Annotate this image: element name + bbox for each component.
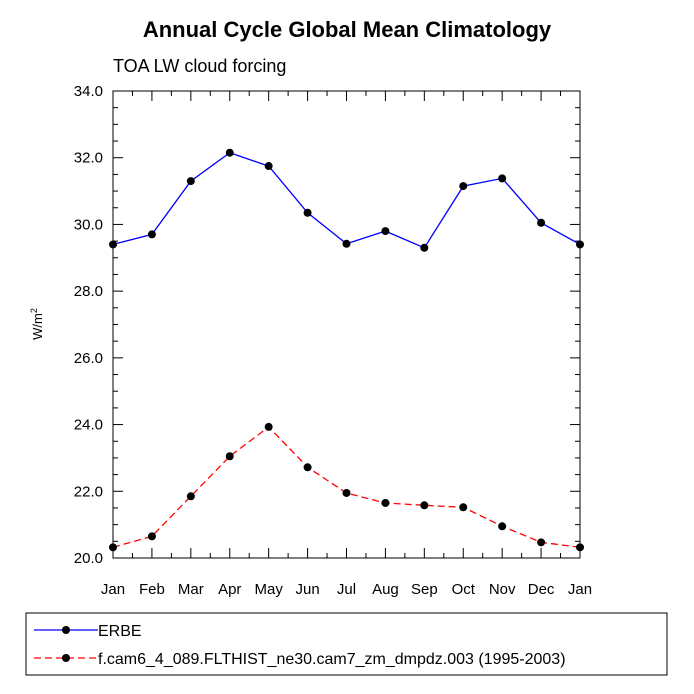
chart-title: Annual Cycle Global Mean Climatology [143,17,552,42]
y-axis: 20.0 22.0 24.0 26.0 28.0 30.0 32.0 34.0 [74,83,580,567]
series-line-2 [112,426,581,548]
data-point-series-2 [498,522,507,531]
x-tick-label: Aug [372,581,399,598]
x-tick-label: Jun [295,581,319,598]
data-point-series-1 [225,148,234,157]
y-axis-label-superscript: 2 [29,308,39,313]
data-point-series-1 [498,174,507,183]
data-point-series-1 [264,162,273,171]
data-point-series-1 [342,239,351,248]
x-tick-label: Jan [568,581,592,598]
data-point-series-2 [147,532,156,541]
data-point-series-1 [537,218,546,227]
x-tick-label: May [254,581,283,598]
data-point-series-1 [147,230,156,239]
data-point-series-1 [420,243,429,252]
y-tick-label: 30.0 [74,216,103,233]
data-point-series-1 [381,227,390,236]
data-point-series-2 [459,503,468,512]
x-axis: Jan Feb Mar Apr May Jun Jul Aug Sep Oct Nov Dec Jan [101,91,592,598]
data-point-series-2 [576,543,584,552]
plot-border [112,90,581,559]
data-point-series-2 [420,501,429,510]
x-tick-label: Jul [337,581,356,598]
x-tick-label: Jan [101,581,125,598]
data-point-series-2 [303,463,312,472]
x-tick-label: Feb [139,581,165,598]
legend-box [25,612,668,676]
y-tick-label: 22.0 [74,483,103,500]
x-tick-label: Dec [528,581,555,598]
data-point-series-1 [459,182,468,191]
x-tick-label: Oct [452,581,476,598]
legend-marker-series-1 [62,626,70,634]
legend-marker-series-2 [62,654,70,662]
x-tick-label: Nov [489,581,516,598]
plot-frame [112,90,581,559]
y-axis-label: W/m2 [29,308,45,340]
y-tick-label: 34.0 [74,83,103,100]
chart-subtitle: TOA LW cloud forcing [113,56,286,76]
data-point-series-2 [186,492,195,501]
data-point-series-2 [109,543,117,552]
legend-label-series-1: ERBE [98,623,142,640]
y-tick-label: 28.0 [74,283,103,300]
x-tick-label: Sep [411,581,438,598]
y-tick-label: 24.0 [74,417,103,434]
series-layer [109,148,584,552]
data-point-series-1 [576,240,584,249]
data-point-series-1 [109,240,117,249]
legend-label-series-2: f.cam6_4_089.FLTHIST_ne30.cam7_zm_dmpdz.… [98,651,566,668]
data-point-series-2 [381,498,390,507]
data-point-series-2 [225,452,234,461]
x-tick-label: Mar [178,581,204,598]
data-point-series-1 [303,208,312,217]
data-point-series-1 [186,177,195,186]
y-tick-label: 32.0 [74,150,103,167]
y-tick-label: 20.0 [74,550,103,567]
legend: ERBE f.cam6_4_089.FLTHIST_ne30.cam7_zm_dm… [25,612,668,676]
data-point-series-2 [537,538,546,547]
data-point-series-2 [264,422,273,431]
y-tick-label: 26.0 [74,350,103,367]
x-tick-label: Apr [218,581,241,598]
series-line-1 [112,151,581,249]
y-axis-label-text: W/m [30,313,45,340]
data-point-series-2 [342,488,351,497]
